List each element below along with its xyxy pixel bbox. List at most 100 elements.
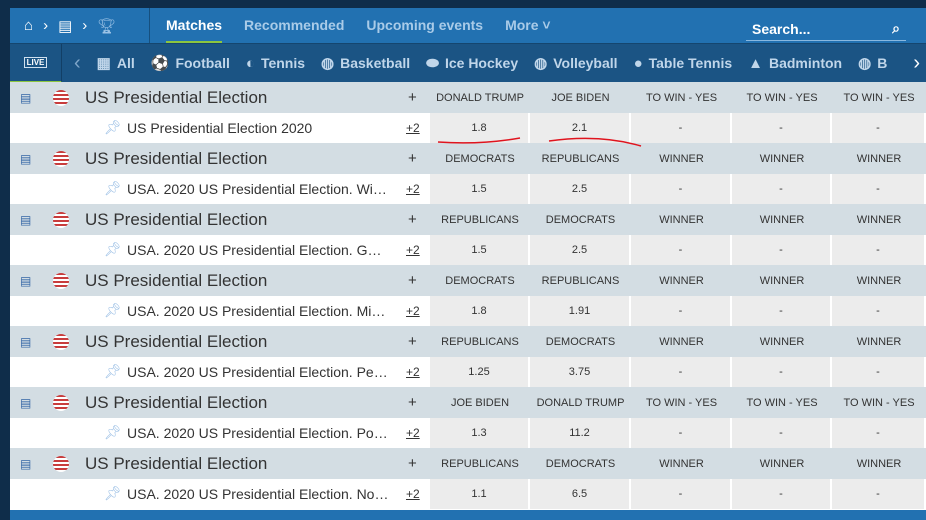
odds-button[interactable]: - [732, 235, 832, 265]
event-row[interactable]: 📌︎ USA. 2020 US Presidential Election. N… [10, 479, 926, 509]
sport-tennis[interactable]: ◐ Tennis [246, 54, 305, 72]
expand-plus-icon[interactable]: + [408, 89, 417, 106]
odds-button[interactable]: 1.1 [430, 479, 530, 509]
sport-table-tennis[interactable]: ● Table Tennis [634, 54, 733, 72]
odds-button[interactable]: 1.8 [430, 296, 530, 326]
column-header: WINNER [856, 335, 902, 348]
odds-button[interactable]: 1.25 [430, 357, 530, 387]
odds-button[interactable]: 2.1 [530, 113, 631, 143]
sport-volleyball[interactable]: ◍ Volleyball [534, 54, 617, 72]
odds-button[interactable]: - [732, 357, 832, 387]
search-input[interactable]: Search... ⌕ [746, 17, 906, 41]
pin-icon[interactable]: 📌︎ [104, 119, 122, 135]
search-icon[interactable]: ⌕ [892, 20, 900, 36]
sport-ice-hockey[interactable]: ⬬ Ice Hockey [426, 54, 518, 72]
event-row[interactable]: 📌︎ USA. 2020 US Presidential Election. M… [10, 296, 926, 326]
column-header: WINNER [856, 152, 902, 165]
chevron-right-icon[interactable]: › [913, 51, 920, 74]
odds-button[interactable]: 1.3 [430, 418, 530, 448]
event-row[interactable]: 📌︎ USA. 2020 US Presidential Election. P… [10, 357, 926, 387]
pin-icon[interactable]: 📌︎ [104, 485, 122, 501]
odds-button[interactable]: - [832, 479, 926, 509]
chevron-left-icon[interactable]: ‹ [74, 51, 81, 74]
odds-button[interactable]: - [631, 357, 732, 387]
live-button[interactable]: LIVE [10, 43, 62, 83]
event-name[interactable]: USA. 2020 US Presidential Election. Nort… [127, 486, 389, 502]
sport-b[interactable]: ◍ B [858, 54, 887, 72]
more-markets-link[interactable]: +2 [406, 243, 420, 257]
event-name[interactable]: USA. 2020 US Presidential Election. Geor… [127, 242, 389, 258]
tab-recommended[interactable]: Recommended [244, 17, 345, 33]
odds-button[interactable]: - [832, 418, 926, 448]
expand-plus-icon[interactable]: + [408, 455, 417, 472]
more-label: More [505, 17, 539, 33]
pin-icon[interactable]: 📌︎ [104, 180, 122, 196]
odds-button[interactable]: 11.2 [530, 418, 631, 448]
odds-button[interactable]: - [732, 174, 832, 204]
event-row[interactable]: 📌︎ USA. 2020 US Presidential Election. W… [10, 174, 926, 204]
odds-button[interactable]: - [631, 113, 732, 143]
more-markets-link[interactable]: +2 [406, 426, 420, 440]
odds-button[interactable]: - [832, 235, 926, 265]
odds-button[interactable]: - [832, 296, 926, 326]
more-markets-link[interactable]: +2 [406, 182, 420, 196]
home-icon[interactable]: ⌂ [24, 17, 34, 34]
expand-plus-icon[interactable]: + [408, 394, 417, 411]
event-name[interactable]: USA. 2020 US Presidential Election. Popu… [127, 425, 389, 441]
pin-icon[interactable]: 📌︎ [104, 241, 122, 257]
pin-icon[interactable]: 📌︎ [104, 424, 122, 440]
event-name[interactable]: US Presidential Election 2020 [127, 120, 313, 136]
more-markets-link[interactable]: +2 [406, 304, 420, 318]
odds-button[interactable]: - [631, 174, 732, 204]
odds-button[interactable]: 1.91 [530, 296, 631, 326]
event-name[interactable]: USA. 2020 US Presidential Election. Mich… [127, 303, 389, 319]
odds-button[interactable]: - [832, 113, 926, 143]
expand-plus-icon[interactable]: + [408, 211, 417, 228]
sport-basketball[interactable]: ◍ Basketball [321, 54, 410, 72]
event-name[interactable]: USA. 2020 US Presidential Election. Penn… [127, 364, 389, 380]
odds-button[interactable]: 1.5 [430, 174, 530, 204]
event-name[interactable]: USA. 2020 US Presidential Election. Wisc… [127, 181, 389, 197]
tab-more[interactable]: More ˅ [505, 8, 551, 43]
odds-button[interactable]: 2.5 [530, 235, 631, 265]
expand-plus-icon[interactable]: + [408, 150, 417, 167]
group-title: US Presidential Election [85, 453, 268, 473]
more-markets-link[interactable]: +2 [406, 487, 420, 501]
column-header: WINNER [856, 213, 902, 226]
odds-button[interactable]: - [732, 479, 832, 509]
expand-plus-icon[interactable]: + [408, 272, 417, 289]
sport-football[interactable]: ⚽ Football [151, 54, 230, 72]
odds-button[interactable]: - [832, 357, 926, 387]
more-markets-link[interactable]: +2 [406, 365, 420, 379]
odds-button[interactable]: 1.5 [430, 235, 530, 265]
odds-button[interactable]: - [832, 174, 926, 204]
globe-flag-icon [53, 272, 69, 289]
odds-button[interactable]: - [732, 296, 832, 326]
odds-button[interactable]: 2.5 [530, 174, 631, 204]
odds-button[interactable]: - [732, 113, 832, 143]
odds-button[interactable]: - [631, 418, 732, 448]
tab-matches[interactable]: Matches [166, 8, 223, 43]
odds-button[interactable]: 6.5 [530, 479, 631, 509]
odds-button[interactable]: 1.8 [430, 113, 530, 143]
column-header: DONALD TRUMP [536, 396, 625, 409]
more-markets-link[interactable]: +2 [406, 121, 420, 135]
column-header: DONALD TRUMP [436, 91, 524, 104]
sport-all[interactable]: ▦ All [97, 54, 135, 72]
odds-button[interactable]: - [631, 296, 732, 326]
sport-badminton[interactable]: ▲ Badminton [748, 54, 842, 72]
trophy-icon[interactable]: 🏆︎ [97, 17, 117, 35]
odds-button[interactable]: 3.75 [530, 357, 631, 387]
event-row[interactable]: 📌︎ USA. 2020 US Presidential Election. G… [10, 235, 926, 265]
pin-icon[interactable]: 📌︎ [104, 363, 122, 379]
globe-flag-icon [53, 455, 69, 472]
expand-plus-icon[interactable]: + [408, 333, 417, 350]
odds-button[interactable]: - [631, 235, 732, 265]
tab-upcoming-events[interactable]: Upcoming events [366, 17, 484, 33]
odds-button[interactable]: - [732, 418, 832, 448]
odds-button[interactable]: - [631, 479, 732, 509]
pin-icon[interactable]: 📌︎ [104, 302, 122, 318]
us-flag-icon[interactable]: ▤ [58, 17, 73, 35]
event-row[interactable]: 📌︎ US Presidential Election 2020 +2 1.8 2.… [10, 113, 926, 143]
event-row[interactable]: 📌︎ USA. 2020 US Presidential Election. P… [10, 418, 926, 448]
